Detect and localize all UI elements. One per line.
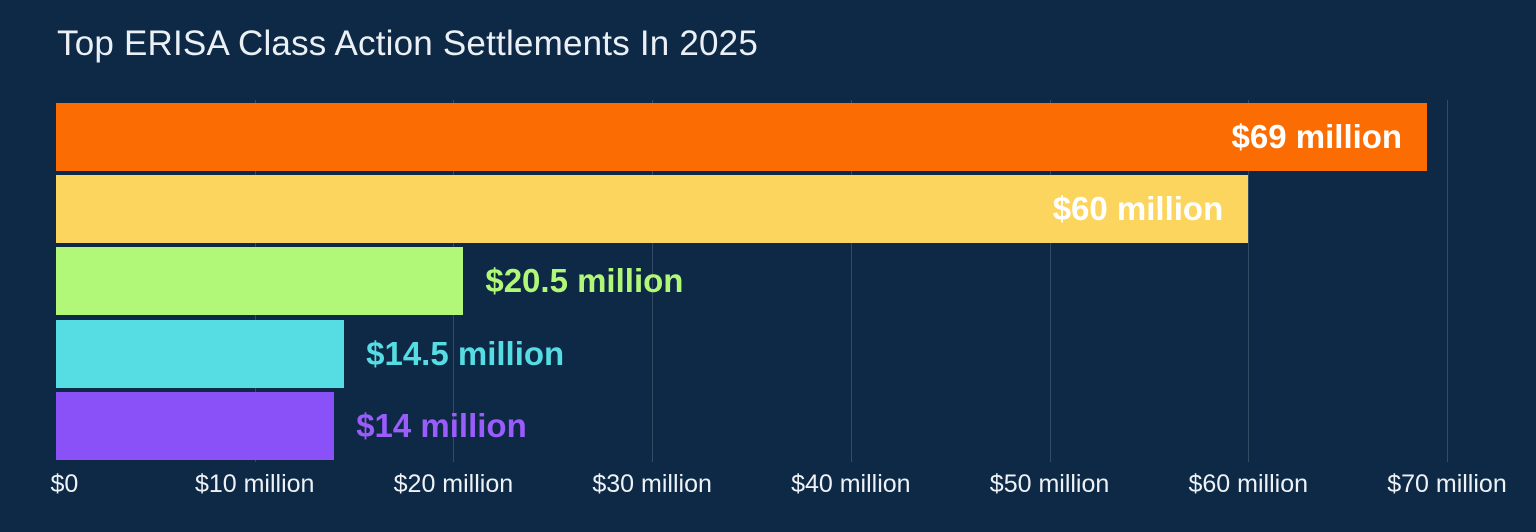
x-tick-label: $30 million [592, 470, 712, 498]
bar [56, 175, 1249, 244]
bar-value-label: $14 million [356, 406, 527, 444]
bar [56, 103, 1428, 171]
gridline [1248, 100, 1250, 462]
bar [56, 319, 345, 388]
chart-title: Top ERISA Class Action Settlements In 20… [57, 24, 758, 63]
gridline [1446, 100, 1448, 462]
x-tick-label: $20 million [393, 470, 514, 498]
bar-value-label: $60 million [1052, 190, 1224, 228]
gridline [850, 100, 852, 462]
x-tick-label: $60 million [1188, 470, 1309, 498]
bar [56, 391, 335, 460]
x-tick-label: $50 million [989, 470, 1110, 498]
gridline [652, 100, 654, 462]
x-tick-label: $40 million [791, 470, 911, 498]
gridline [1049, 100, 1051, 462]
bar-value-label: $20.5 million [485, 262, 684, 300]
x-tick-label: $70 million [1387, 470, 1507, 498]
bar-value-label: $69 million [1231, 118, 1403, 155]
x-tick-label: $0 [50, 470, 79, 498]
bar [56, 247, 464, 316]
bar-value-label: $14.5 million [366, 334, 565, 372]
x-tick-label: $10 million [194, 470, 315, 498]
